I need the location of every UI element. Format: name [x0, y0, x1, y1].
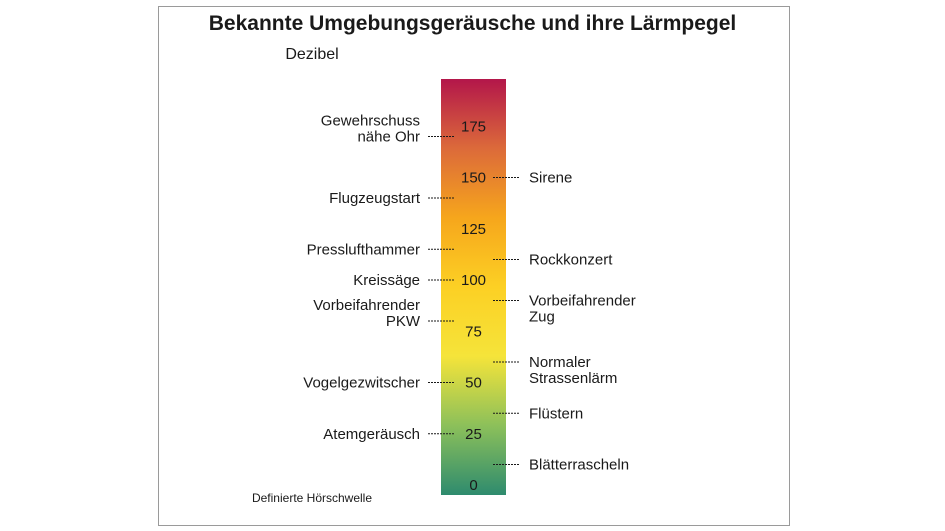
tick-label-175: 175 [461, 118, 486, 135]
tick-label-100: 100 [461, 272, 486, 289]
left-annotation-label: Atemgeräusch [323, 426, 420, 443]
right-annotation: Blätterrascheln [493, 457, 629, 474]
tick-label-0: 0 [469, 477, 477, 494]
decibel-bar [441, 79, 506, 495]
right-annotation-label: Sirene [529, 170, 572, 187]
right-annotation: Sirene [493, 170, 572, 187]
right-annotation-label: Normaler [529, 354, 591, 371]
right-annotation: Flüstern [493, 405, 583, 422]
tick-label-50: 50 [465, 375, 482, 392]
left-annotation: Presslufthammer [307, 241, 455, 258]
left-annotation: Kreissäge [353, 272, 455, 289]
left-annotation-label: Presslufthammer [307, 241, 420, 258]
left-annotation-label: PKW [386, 313, 421, 330]
right-annotation-label: Zug [529, 309, 555, 326]
left-annotation: Flugzeugstart [329, 190, 455, 207]
tick-label-75: 75 [465, 323, 482, 340]
left-annotation-label: Vorbeifahrender [313, 297, 420, 314]
right-annotation: Rockkonzert [493, 252, 613, 269]
left-annotation-label: nähe Ohr [357, 129, 420, 146]
right-annotation-label: Blätterrascheln [529, 457, 629, 474]
right-annotation-label: Strassenlärm [529, 370, 617, 387]
left-annotation-label: Gewehrschuss [321, 113, 420, 130]
left-annotation-label: Vogelgezwitscher [303, 375, 420, 392]
right-annotation-label: Flüstern [529, 405, 583, 422]
left-annotation-label: Kreissäge [353, 272, 420, 289]
tick-label-150: 150 [461, 170, 486, 187]
tick-label-125: 125 [461, 221, 486, 238]
left-annotation-label: Flugzeugstart [329, 190, 421, 207]
chart-title: Bekannte Umgebungsgeräusche und ihre Lär… [208, 12, 737, 35]
left-annotation: Vogelgezwitscher [303, 375, 455, 392]
right-annotation-label: Rockkonzert [529, 252, 613, 269]
hearing-threshold-label: Definierte Hörschwelle [251, 491, 373, 505]
left-annotation: Atemgeräusch [323, 426, 455, 443]
tick-label-25: 25 [465, 426, 482, 443]
chart-frame [158, 6, 790, 526]
unit-label: Dezibel [285, 46, 339, 63]
right-annotation-label: Vorbeifahrender [529, 293, 636, 310]
